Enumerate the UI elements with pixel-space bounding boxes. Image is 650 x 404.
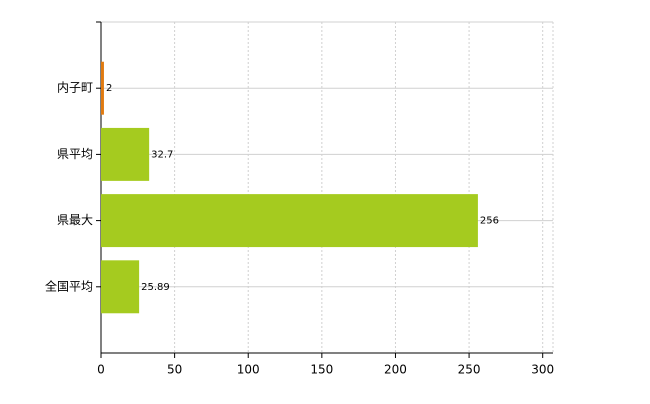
x-tick-label: 200 <box>384 363 407 377</box>
y-tick-label: 全国平均 <box>45 278 93 293</box>
value-label: 32.7 <box>151 149 173 160</box>
y-tick-label: 県最大 <box>57 213 93 227</box>
value-label: 25.89 <box>141 282 170 293</box>
x-tick-label: 250 <box>458 363 481 377</box>
bar <box>101 61 104 115</box>
y-tick-label: 内子町 <box>57 81 93 95</box>
x-tick-label: 100 <box>237 363 260 377</box>
bar <box>101 260 140 314</box>
bar <box>101 127 150 181</box>
bar <box>101 194 478 248</box>
x-tick-label: 300 <box>531 363 554 377</box>
x-tick-label: 50 <box>167 363 182 377</box>
y-tick-label: 県平均 <box>57 147 93 161</box>
x-tick-label: 0 <box>97 363 105 377</box>
value-label: 256 <box>480 216 499 227</box>
value-label: 2 <box>106 83 112 94</box>
x-tick-label: 150 <box>310 363 333 377</box>
